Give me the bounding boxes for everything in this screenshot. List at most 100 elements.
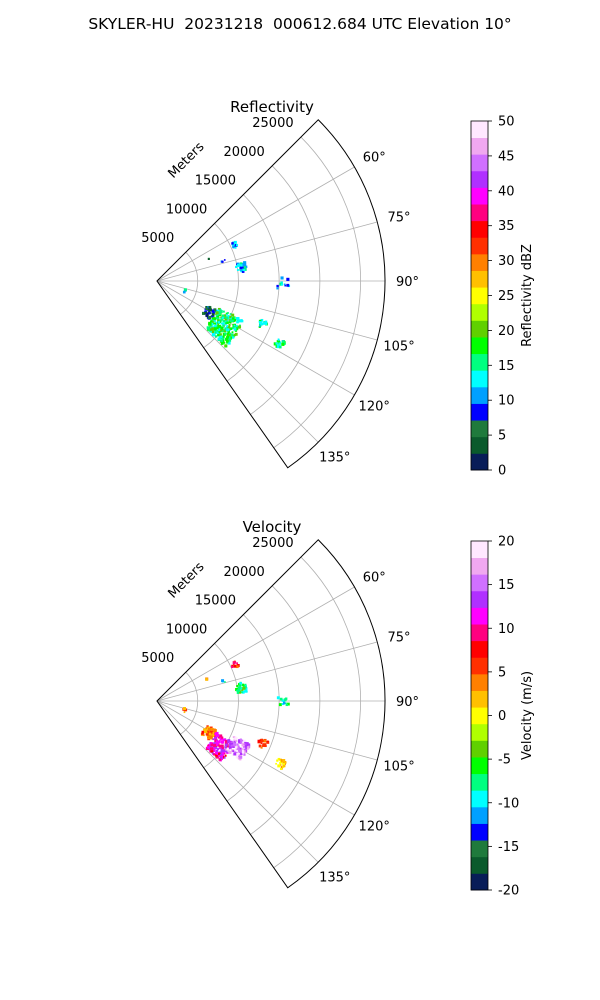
echo-gate [236, 326, 239, 329]
echo-gate [222, 324, 225, 327]
echo-gate [222, 339, 225, 342]
echo-gate [230, 333, 234, 337]
echo-layer [182, 660, 290, 771]
echo-gate [232, 243, 235, 246]
echo-gate [209, 735, 213, 739]
echo-gate [215, 755, 219, 759]
echo-gate [233, 333, 236, 337]
echo-gate [223, 314, 227, 317]
echo-gate [213, 746, 216, 749]
echo-gate [275, 762, 277, 765]
echo-gate [225, 325, 229, 329]
echo-gate [243, 261, 247, 265]
echo-gate [278, 703, 282, 707]
echo-gate [276, 342, 280, 345]
colorbar-segment [471, 873, 488, 891]
echo-gate [225, 316, 229, 320]
echo-gate [208, 322, 212, 325]
echo-gate [220, 329, 223, 332]
echo-gate [206, 746, 210, 749]
colorbar-segment [471, 723, 488, 741]
echo-gate [222, 755, 226, 759]
echo-gate [239, 687, 242, 690]
colorbar-segment [471, 707, 488, 725]
echo-gate [214, 729, 217, 732]
echo-gate [239, 755, 243, 759]
echo-gate [209, 730, 213, 734]
echo-gate [208, 727, 212, 732]
range-ring [273, 136, 361, 449]
echo-gate [239, 741, 243, 744]
echo-gate [208, 749, 211, 751]
echo-gate [207, 311, 211, 315]
echo-gate [283, 701, 286, 704]
echo-gate [208, 310, 210, 313]
echo-gate [225, 319, 229, 323]
echo-gate [281, 340, 285, 344]
echo-gate [226, 335, 230, 339]
echo-gate [211, 327, 215, 331]
echo-gate [278, 343, 281, 346]
echo-gate [217, 323, 220, 326]
echo-gate [239, 682, 242, 685]
echo-gate [244, 743, 246, 746]
angle-tick-label: 60° [363, 571, 386, 586]
echo-gate [218, 753, 222, 757]
echo-gate [220, 322, 223, 325]
azimuth-gridline [156, 641, 378, 702]
echo-gate [221, 314, 225, 317]
echo-gate [223, 342, 226, 344]
echo-gate [243, 266, 246, 269]
echo-gate [275, 342, 278, 345]
echo-layer [182, 240, 291, 349]
echo-gate [241, 688, 244, 692]
colorbar-segment [471, 436, 488, 454]
echo-gate [224, 740, 228, 743]
echo-gate [213, 319, 216, 322]
echo-gate [201, 311, 206, 315]
colorbar-segment [471, 253, 488, 271]
echo-gate [212, 738, 215, 741]
echo-gate [236, 269, 239, 271]
echo-gate [277, 338, 280, 341]
echo-gate [224, 332, 227, 335]
echo-gate [211, 322, 214, 326]
echo-gate [259, 739, 263, 742]
echo-gate [246, 743, 249, 747]
echo-gate [232, 244, 236, 248]
echo-gate [259, 325, 261, 327]
colorbar-segment [471, 640, 488, 658]
echo-gate [220, 751, 223, 755]
echo-gate [216, 748, 219, 751]
echo-gate [205, 307, 208, 310]
echo-gate [232, 336, 235, 339]
echo-gate [237, 757, 241, 760]
echo-gate [239, 738, 242, 741]
echo-gate [241, 319, 244, 323]
echo-gate [240, 747, 244, 751]
echo-gate [238, 755, 240, 758]
angle-tick-label: 90° [396, 695, 419, 710]
echo-gate [239, 749, 243, 753]
echo-gate [227, 312, 229, 314]
radial-tick-label: 20000 [223, 565, 264, 580]
azimuth-gridline [156, 700, 378, 761]
echo-gate [220, 342, 224, 345]
echo-gate [224, 344, 227, 347]
radial-tick-label: 10000 [166, 202, 207, 217]
echo-gate [279, 758, 282, 761]
echo-gate [280, 276, 284, 280]
echo-gate [214, 335, 218, 338]
echo-gate [226, 328, 230, 332]
echo-gate [220, 317, 223, 321]
range-ring [226, 194, 280, 382]
colorbar-segment [471, 121, 488, 139]
echo-gate [267, 740, 269, 743]
echo-gate [223, 329, 226, 333]
colorbar-segment [471, 590, 488, 608]
range-ring [273, 556, 361, 869]
echo-gate [233, 742, 236, 746]
echo-gate [212, 743, 217, 747]
echo-gate [214, 733, 217, 735]
echo-gate [212, 311, 215, 315]
